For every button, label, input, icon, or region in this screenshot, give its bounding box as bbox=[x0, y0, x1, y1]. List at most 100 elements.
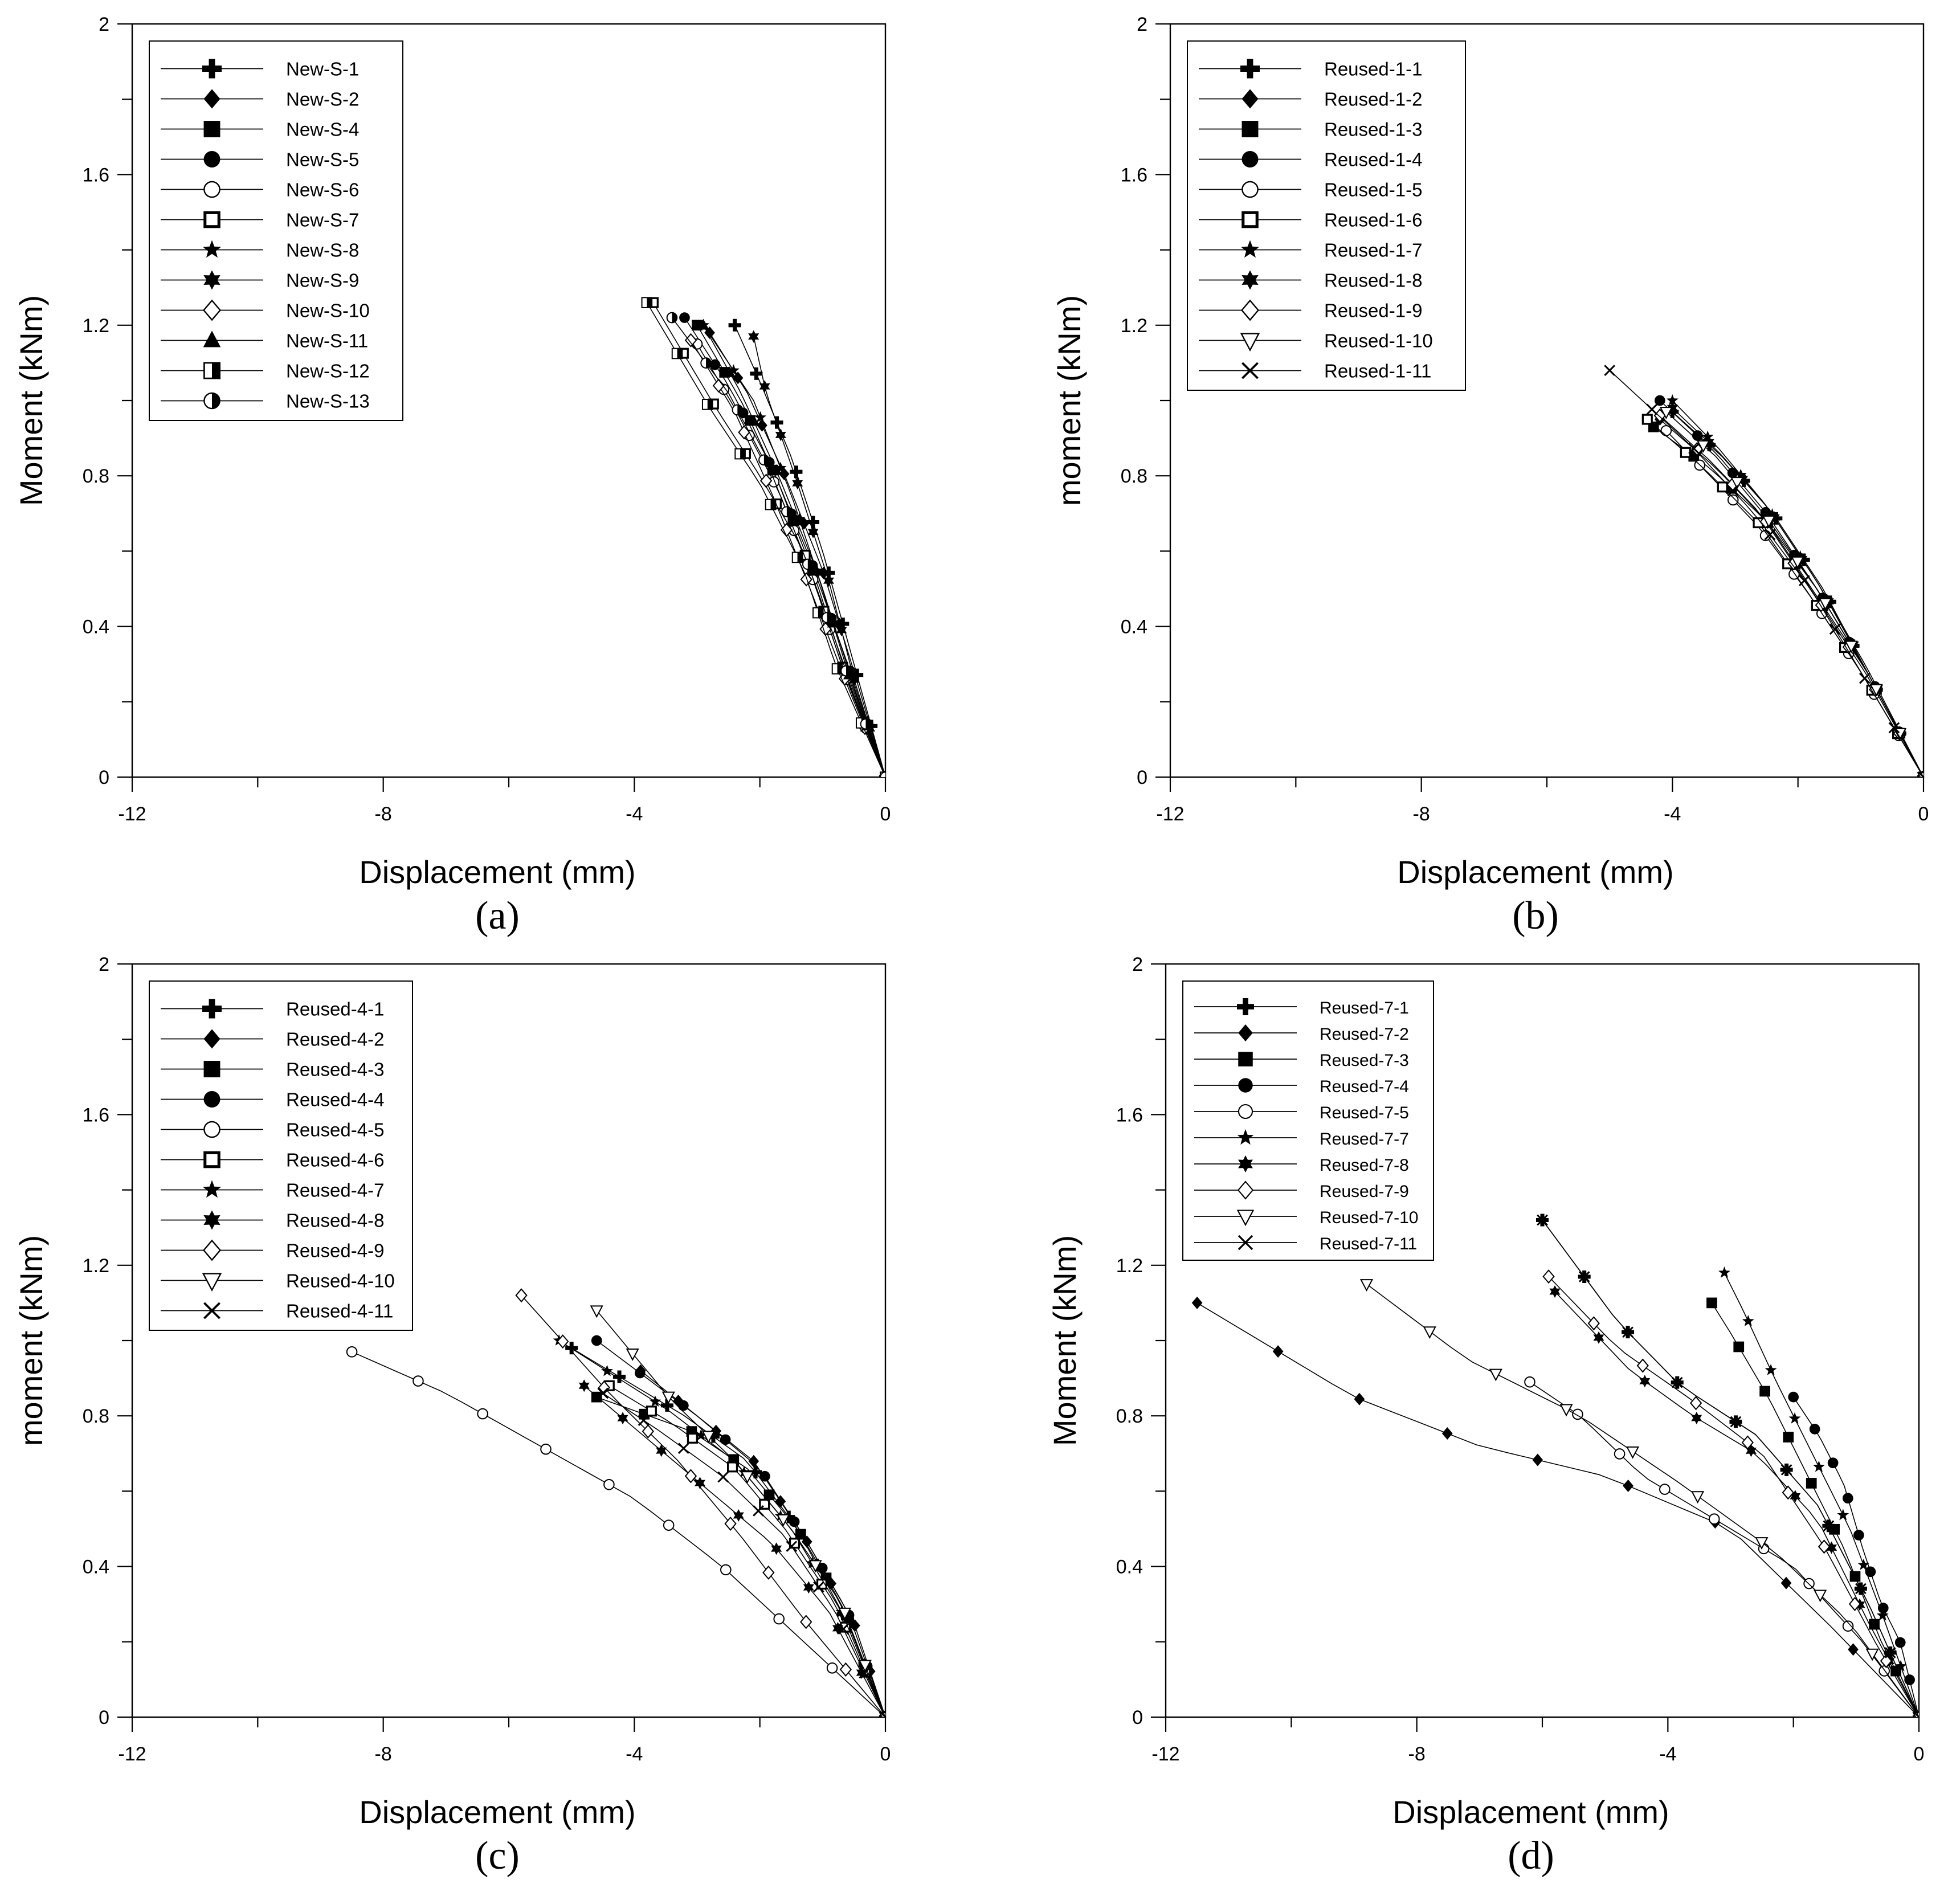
legend-entry: Reused-7-9 bbox=[1194, 1180, 1409, 1201]
legend-marker-New-S-6 bbox=[203, 181, 220, 198]
data-point-Reused-7-4 bbox=[1894, 1637, 1906, 1648]
legend-entry: Reused-7-10 bbox=[1194, 1208, 1418, 1227]
data-point-Reused-4-10 bbox=[808, 1560, 822, 1573]
legend-entry: Reused-7-3 bbox=[1194, 1051, 1409, 1070]
legend-marker-Reused-7-10 bbox=[1236, 1210, 1255, 1227]
data-point-New-S-8 bbox=[793, 513, 806, 524]
data-point-Reused-1-11 bbox=[1888, 722, 1900, 734]
legend-entry: New-S-5 bbox=[161, 149, 359, 170]
legend-marker-New-S-9 bbox=[203, 270, 220, 290]
y-tick-label: 1.6 bbox=[83, 164, 109, 186]
legend-label: Reused-7-2 bbox=[1320, 1025, 1409, 1044]
series-line-New-S-5 bbox=[684, 317, 885, 777]
data-point-New-S-9 bbox=[775, 428, 786, 442]
data-point-Reused-4-5 bbox=[477, 1408, 488, 1420]
data-point-Reused-4-5 bbox=[720, 1564, 732, 1576]
data-point-Reused-1-10 bbox=[1659, 407, 1673, 419]
data-point-Reused-1-4 bbox=[1692, 430, 1703, 441]
y-axis-title: moment (kNm) bbox=[13, 1235, 49, 1446]
data-point-New-S-10 bbox=[759, 473, 773, 488]
data-point-Reused-4-1 bbox=[660, 1399, 673, 1412]
data-point-Reused-4-5 bbox=[826, 1662, 838, 1674]
legend-label: Reused-7-3 bbox=[1320, 1051, 1409, 1070]
data-point-Reused-1-10 bbox=[1869, 684, 1883, 697]
data-point-Reused-4-11 bbox=[859, 1667, 871, 1679]
legend-marker-Reused-1-9 bbox=[1240, 299, 1260, 321]
data-point-Reused-1-7 bbox=[1701, 430, 1714, 442]
legend-label: Reused-4-1 bbox=[286, 999, 384, 1020]
data-point-New-S-9 bbox=[792, 477, 803, 490]
legend-entry: Reused-1-1 bbox=[1199, 59, 1422, 80]
data-point-New-S-1 bbox=[750, 367, 763, 380]
data-point-Reused-7-8 bbox=[1549, 1285, 1561, 1298]
data-point-Reused-1-10 bbox=[1762, 515, 1776, 528]
data-point-Reused-7-8 bbox=[1790, 1490, 1801, 1503]
legend-marker-Reused-1-8 bbox=[1242, 270, 1259, 290]
legend-label: Reused-4-2 bbox=[286, 1029, 384, 1050]
y-tick-label: 1.2 bbox=[1121, 315, 1147, 337]
data-point-Reused-7-2 bbox=[1780, 1576, 1792, 1590]
legend-label: New-S-13 bbox=[286, 391, 370, 412]
data-point-Reused-4-5 bbox=[540, 1443, 552, 1455]
x-tick-label: -8 bbox=[1408, 1743, 1426, 1765]
legend-entry: Reused-1-2 bbox=[1199, 89, 1422, 110]
y-tick-label: 0.8 bbox=[1116, 1405, 1143, 1427]
legend-marker-Reused-1-5 bbox=[1242, 181, 1259, 198]
data-point-Reused-7-7 bbox=[1876, 1609, 1889, 1621]
y-tick-label: 0.8 bbox=[1121, 465, 1147, 487]
legend: New-S-1 New-S-2 New-S-4 New-S-5 New-S-6 New-S… bbox=[149, 40, 403, 421]
series-line-Reused-4-6 bbox=[609, 1385, 885, 1717]
data-point-Reused-4-8 bbox=[856, 1666, 867, 1679]
data-point-Reused-7-7 bbox=[1765, 1364, 1777, 1375]
legend-marker-Reused-1-2 bbox=[1242, 89, 1259, 109]
legend-marker-Reused-4-9 bbox=[202, 1239, 222, 1261]
legend-marker-Reused-4-1 bbox=[202, 999, 222, 1019]
legend-entry: New-S-4 bbox=[161, 119, 359, 140]
panel-label: (a) bbox=[475, 894, 520, 938]
data-point-New-S-9 bbox=[848, 673, 860, 686]
series-line-New-S-11 bbox=[703, 325, 885, 777]
legend-label: Reused-4-5 bbox=[286, 1119, 384, 1141]
data-point-New-S-9 bbox=[823, 574, 834, 587]
data-point-Reused-4-9 bbox=[684, 1469, 697, 1484]
data-point-Reused-7-2 bbox=[1354, 1392, 1365, 1405]
y-tick-label: 0 bbox=[1137, 767, 1147, 788]
series-line-Reused-1-11 bbox=[1609, 370, 1924, 777]
data-point-New-S-12 bbox=[641, 297, 653, 308]
data-point-Reused-4-10 bbox=[741, 1471, 754, 1484]
chart-panel-2: -12 -8 -4 0 0 0.4 0.8 1.2 1.6 2 Displacement (mm) m… bbox=[1051, 14, 1929, 938]
legend-entry: New-S-13 bbox=[161, 391, 370, 412]
x-tick-label: -4 bbox=[1664, 803, 1681, 825]
legend-label: Reused-7-10 bbox=[1320, 1208, 1418, 1227]
legend-entry: Reused-1-10 bbox=[1199, 330, 1433, 352]
data-point-New-S-12 bbox=[791, 551, 803, 563]
legend-marker-New-S-1 bbox=[202, 59, 222, 79]
data-point-Reused-7-8 bbox=[1639, 1375, 1651, 1388]
x-axis-title: Displacement (mm) bbox=[1392, 1794, 1669, 1830]
legend-entry: New-S-9 bbox=[161, 270, 359, 291]
series-line-New-S-12 bbox=[646, 302, 885, 777]
series-line-Reused-4-9 bbox=[521, 1295, 885, 1717]
legend-label: Reused-1-11 bbox=[1324, 361, 1431, 382]
data-point-Reused-7-3 bbox=[1849, 1571, 1861, 1582]
series-line-Reused-4-10 bbox=[596, 1310, 885, 1717]
data-point-Reused-7-7 bbox=[1894, 1660, 1907, 1672]
legend-label: New-S-5 bbox=[286, 149, 359, 170]
data-point-Reused-1-6 bbox=[1680, 447, 1691, 458]
legend-box bbox=[149, 40, 403, 421]
data-point-Reused-7-8 bbox=[1745, 1444, 1757, 1457]
data-point-New-S-12 bbox=[671, 348, 683, 359]
data-point-New-S-2 bbox=[798, 517, 810, 530]
legend-label: Reused-7-4 bbox=[1320, 1077, 1409, 1096]
x-tick-label: -4 bbox=[626, 1743, 643, 1765]
data-point-Reused-4-11 bbox=[880, 1711, 885, 1717]
legend-entry: Reused-4-5 bbox=[161, 1119, 384, 1141]
data-point-New-S-13 bbox=[880, 771, 885, 777]
data-point-New-S-11 bbox=[811, 565, 823, 576]
data-point-Reused-7-11 bbox=[1730, 1416, 1742, 1428]
legend-marker-Reused-1-3 bbox=[1242, 121, 1259, 137]
data-point-Reused-7-5 bbox=[1614, 1448, 1626, 1460]
legend-marker-Reused-1-6 bbox=[1242, 211, 1259, 228]
legend-marker-New-S-2 bbox=[203, 89, 220, 109]
